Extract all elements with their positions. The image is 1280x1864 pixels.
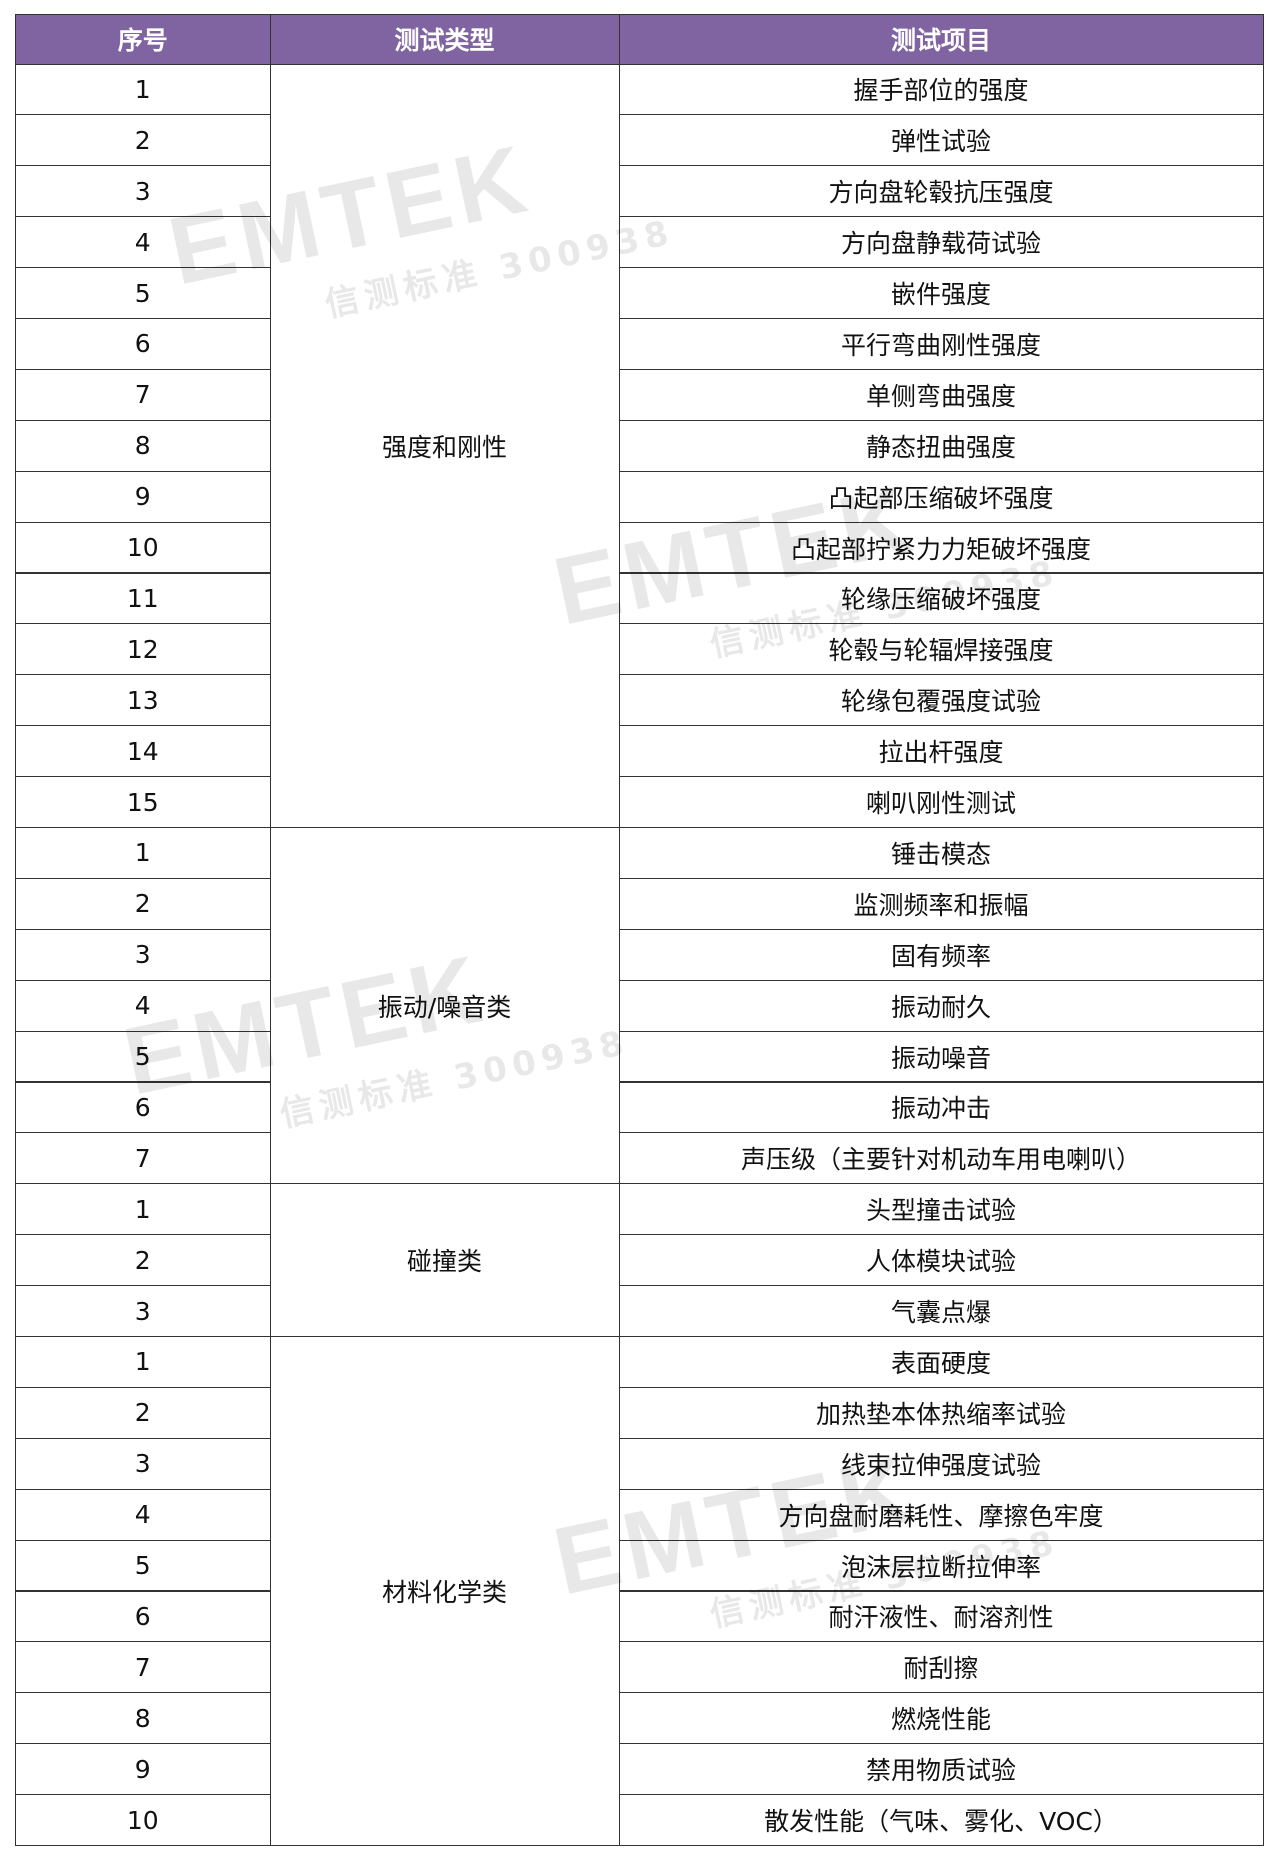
number-cell: 3 [15, 1285, 271, 1337]
number-cell: 2 [15, 1386, 271, 1439]
number-cell: 5 [15, 1539, 271, 1592]
item-cell: 静态扭曲强度 [618, 419, 1264, 472]
item-cell: 凸起部压缩破坏强度 [618, 470, 1264, 523]
number-cell: 6 [15, 318, 271, 370]
item-cell: 头型撞击试验 [618, 1183, 1264, 1236]
item-cell: 固有频率 [618, 928, 1264, 981]
number-cell: 7 [15, 1132, 271, 1185]
type-cell: 碰撞类 [269, 1183, 620, 1337]
item-cell: 拉出杆强度 [618, 725, 1264, 778]
header-cell: 测试类型 [269, 13, 620, 65]
number-cell: 1 [15, 63, 271, 116]
number-cell: 3 [15, 165, 271, 218]
item-cell: 人体模块试验 [618, 1234, 1264, 1287]
number-cell: 14 [15, 725, 271, 778]
item-cell: 振动噪音 [618, 1030, 1264, 1083]
number-cell: 1 [15, 1336, 271, 1388]
number-cell: 9 [15, 470, 271, 523]
item-cell: 燃烧性能 [618, 1692, 1264, 1745]
item-cell: 禁用物质试验 [618, 1743, 1264, 1796]
number-cell: 2 [15, 877, 271, 930]
number-cell: 3 [15, 928, 271, 981]
number-cell: 9 [15, 1743, 271, 1796]
type-cell: 振动/噪音类 [269, 827, 620, 1185]
item-cell: 嵌件强度 [618, 267, 1264, 319]
type-cell: 强度和刚性 [269, 63, 620, 828]
item-cell: 喇叭刚性测试 [618, 776, 1264, 828]
number-cell: 5 [15, 267, 271, 319]
number-cell: 8 [15, 1692, 271, 1745]
item-cell: 加热垫本体热缩率试验 [618, 1386, 1264, 1439]
item-cell: 弹性试验 [618, 114, 1264, 167]
item-cell: 轮缘包覆强度试验 [618, 674, 1264, 727]
item-cell: 耐刮擦 [618, 1641, 1264, 1694]
number-cell: 13 [15, 674, 271, 727]
item-cell: 方向盘轮毂抗压强度 [618, 165, 1264, 218]
number-cell: 6 [15, 1590, 271, 1643]
item-cell: 表面硬度 [618, 1336, 1264, 1388]
item-cell: 气囊点爆 [618, 1285, 1264, 1337]
item-cell: 监测频率和振幅 [618, 877, 1264, 930]
header-cell: 测试项目 [618, 13, 1264, 65]
item-cell: 平行弯曲刚性强度 [618, 318, 1264, 370]
number-cell: 3 [15, 1437, 271, 1490]
number-cell: 10 [15, 521, 271, 574]
number-cell: 15 [15, 776, 271, 828]
number-cell: 10 [15, 1794, 271, 1846]
number-cell: 2 [15, 114, 271, 167]
number-cell: 5 [15, 1030, 271, 1083]
number-cell: 7 [15, 1641, 271, 1694]
number-cell: 4 [15, 979, 271, 1032]
item-cell: 单侧弯曲强度 [618, 368, 1264, 421]
item-cell: 振动冲击 [618, 1081, 1264, 1134]
number-cell: 1 [15, 827, 271, 879]
item-cell: 握手部位的强度 [618, 63, 1264, 116]
number-cell: 1 [15, 1183, 271, 1236]
number-cell: 4 [15, 1488, 271, 1541]
item-cell: 振动耐久 [618, 979, 1264, 1032]
number-cell: 2 [15, 1234, 271, 1287]
number-cell: 8 [15, 419, 271, 472]
item-cell: 线束拉伸强度试验 [618, 1437, 1264, 1490]
item-cell: 轮缘压缩破坏强度 [618, 572, 1264, 625]
number-cell: 4 [15, 216, 271, 269]
number-cell: 7 [15, 368, 271, 421]
item-cell: 锤击模态 [618, 827, 1264, 879]
number-cell: 11 [15, 572, 271, 625]
header-cell: 序号 [15, 13, 271, 65]
item-cell: 泡沫层拉断拉伸率 [618, 1539, 1264, 1592]
type-cell: 材料化学类 [269, 1336, 620, 1846]
number-cell: 12 [15, 623, 271, 676]
item-cell: 声压级（主要针对机动车用电喇叭） [618, 1132, 1264, 1185]
number-cell: 6 [15, 1081, 271, 1134]
item-cell: 凸起部拧紧力力矩破坏强度 [618, 521, 1264, 574]
item-cell: 轮毂与轮辐焊接强度 [618, 623, 1264, 676]
item-cell: 散发性能（气味、雾化、VOC） [618, 1794, 1264, 1846]
item-cell: 耐汗液性、耐溶剂性 [618, 1590, 1264, 1643]
item-cell: 方向盘静载荷试验 [618, 216, 1264, 269]
item-cell: 方向盘耐磨耗性、摩擦色牢度 [618, 1488, 1264, 1541]
